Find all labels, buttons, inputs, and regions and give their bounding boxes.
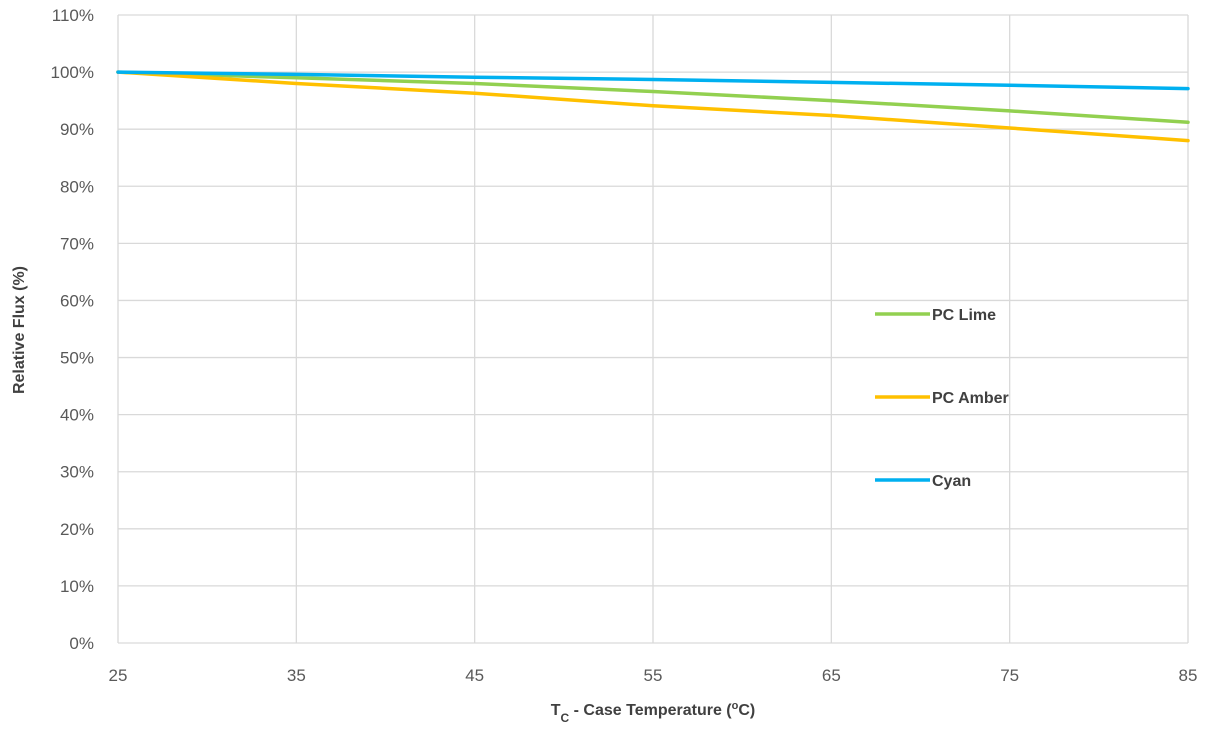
x-tick-label: 25 (109, 666, 128, 685)
x-tick-label: 75 (1000, 666, 1019, 685)
y-tick-label: 100% (51, 63, 94, 82)
legend-label-pc-amber: PC Amber (932, 390, 1009, 407)
x-tick-label: 55 (644, 666, 663, 685)
y-tick-label: 60% (60, 291, 94, 310)
grid (117, 14, 1189, 644)
legend: PC Lime PC Amber Cyan (875, 307, 1009, 490)
y-axis-ticks: 0% 10% 20% 30% 40% 50% 60% 70% 80% 90% 100% 110% (51, 6, 94, 653)
x-tick-label: 65 (822, 666, 841, 685)
y-tick-label: 110% (52, 6, 94, 25)
x-tick-label: 45 (465, 666, 484, 685)
series-line-cyan (116, 70, 1190, 91)
y-tick-label: 10% (60, 577, 94, 596)
x-axis-ticks: 25 35 45 55 65 75 85 (109, 666, 1198, 685)
series-line-pc-amber (116, 70, 1190, 143)
series-line-pc-lime (116, 70, 1190, 125)
legend-label-cyan: Cyan (932, 473, 971, 490)
y-tick-label: 0% (69, 634, 94, 653)
legend-label-pc-lime: PC Lime (932, 307, 996, 324)
y-tick-label: 70% (60, 234, 94, 253)
y-tick-label: 90% (60, 120, 94, 139)
x-tick-label: 85 (1179, 666, 1198, 685)
y-tick-label: 20% (60, 520, 94, 539)
x-axis-title: TC - Case Temperature (oC) (551, 700, 756, 725)
x-tick-label: 35 (287, 666, 306, 685)
y-axis-title: Relative Flux (%) (11, 266, 28, 394)
y-tick-label: 50% (60, 349, 94, 368)
y-tick-label: 80% (60, 177, 94, 196)
y-tick-label: 40% (60, 406, 94, 425)
series-lines (116, 70, 1190, 143)
y-tick-label: 30% (60, 463, 94, 482)
